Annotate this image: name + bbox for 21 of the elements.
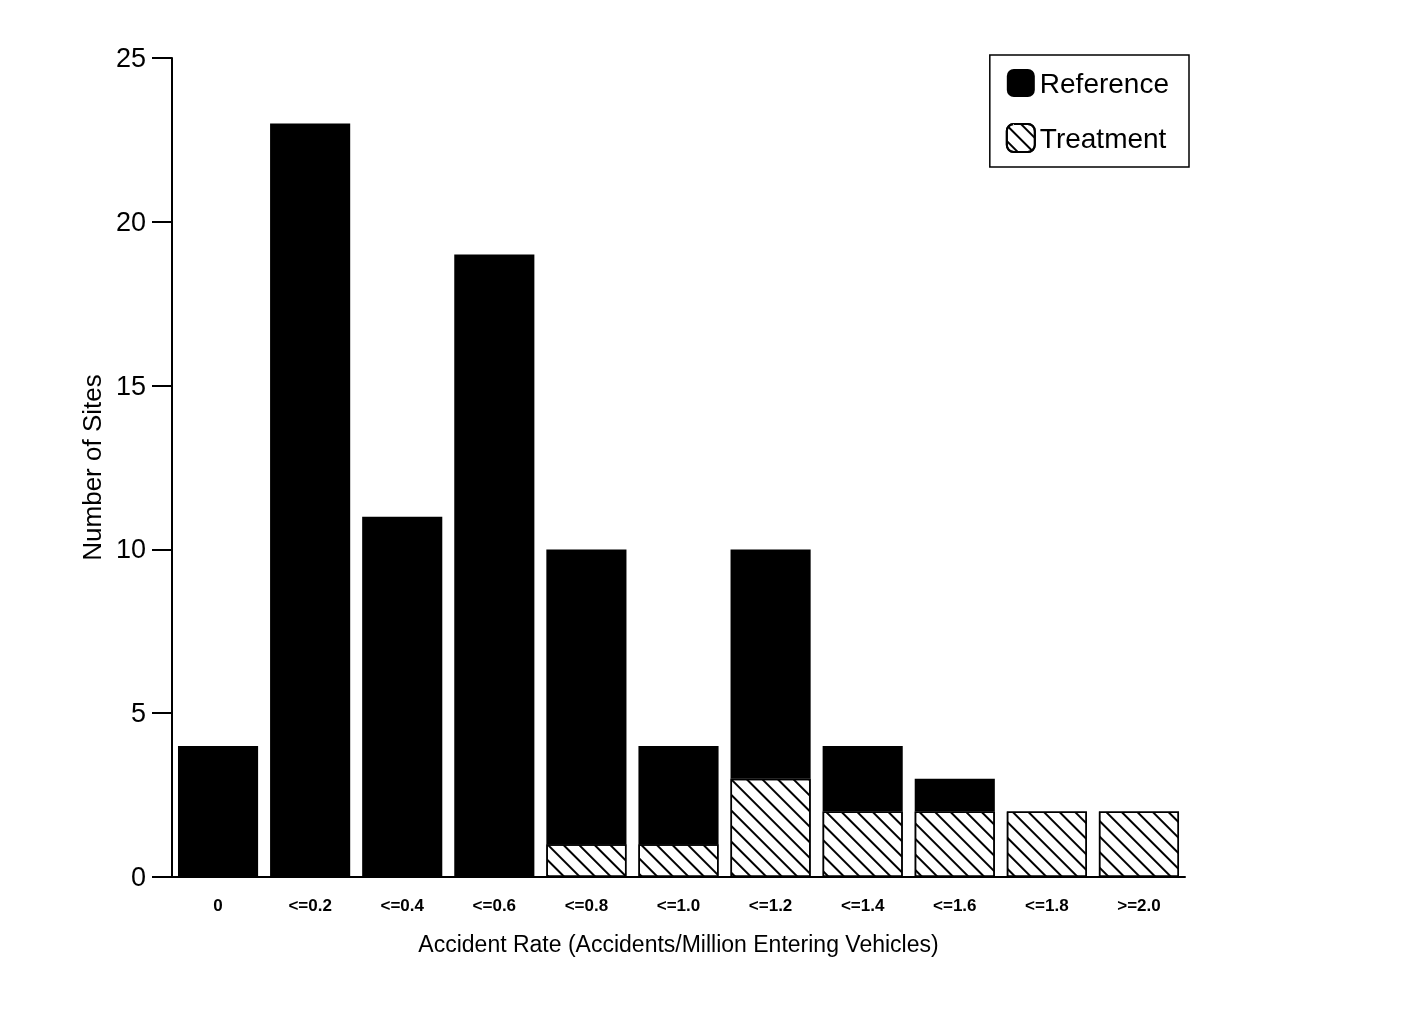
- y-tick-label: 20: [115, 206, 146, 237]
- x-tick-label: <=0.2: [288, 896, 332, 915]
- y-tick-label: 10: [115, 534, 146, 565]
- x-tick-label: <=0.4: [380, 896, 425, 915]
- x-tick-label: <=1.0: [656, 896, 701, 915]
- legend-label: Reference: [1039, 67, 1169, 99]
- y-tick-label: 15: [115, 370, 146, 401]
- x-tick-label: <=1.2: [748, 896, 793, 915]
- x-tick-label: >=2.0: [1117, 896, 1161, 915]
- x-tick-label: <=1.8: [1025, 896, 1069, 915]
- legend-label: Treatment: [1039, 122, 1167, 154]
- x-tick-label: <=1.4: [840, 896, 885, 915]
- y-tick-label: 5: [130, 698, 146, 729]
- x-tick-label: <=0.6: [472, 896, 517, 915]
- x-tick-label: <=1.6: [933, 896, 977, 915]
- y-tick-label: 0: [130, 862, 146, 892]
- y-axis-title: Number of Sites: [77, 374, 108, 561]
- x-axis-title: Accident Rate (Accidents/Million Entering Vehicles): [418, 930, 939, 957]
- x-tick-label: 0: [213, 896, 223, 915]
- x-tick-label: <=0.8: [564, 896, 609, 915]
- y-tick-label: 25: [115, 43, 146, 73]
